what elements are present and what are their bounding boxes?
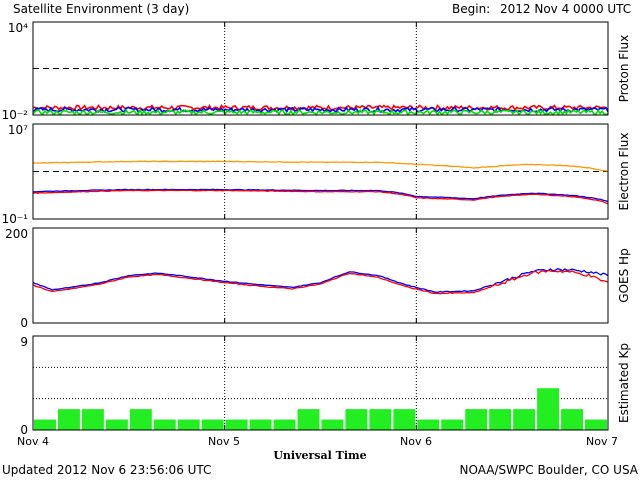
panel-frame — [32, 123, 609, 220]
kp-bar — [273, 419, 296, 430]
panels-group: 10⁴ 10⁻² Proton Flux 10⁷ 10⁻¹ Electron Flux 20… — [2, 21, 631, 437]
series-line-red — [32, 189, 609, 205]
kp-bar — [81, 409, 104, 430]
kp-bar — [537, 388, 560, 430]
panel-frame — [32, 227, 609, 324]
kp-bar — [321, 419, 344, 430]
panel-frame — [32, 21, 609, 116]
kp-bar — [34, 419, 56, 430]
y-tick-label: 10⁴ — [8, 21, 28, 35]
kp-bar — [369, 409, 392, 430]
credit-text: NOAA/SWPC Boulder, CO USA — [460, 463, 639, 477]
kp-bar — [177, 419, 200, 430]
kp-bar — [105, 419, 128, 430]
panel-ylabel: Electron Flux — [617, 133, 631, 211]
panel-ylabel: GOES Hp — [617, 248, 631, 302]
series-line-red — [32, 269, 609, 295]
kp-bar — [561, 409, 584, 430]
y-tick-label: 0 — [20, 316, 28, 330]
series-line-blue — [32, 105, 609, 114]
y-tick-label: 10⁻¹ — [2, 212, 29, 226]
x-tick-label: Nov 5 — [208, 435, 240, 448]
kp-bar — [441, 419, 464, 430]
kp-bar — [297, 409, 320, 430]
kp-bar — [153, 419, 176, 430]
kp-bar — [393, 409, 416, 430]
begin-label: Begin: — [452, 2, 490, 16]
y-tick-label: 10⁷ — [8, 123, 28, 137]
panel-frame — [32, 335, 609, 431]
kp-bar — [225, 419, 248, 430]
x-tick-label: Nov 6 — [400, 435, 432, 448]
panel-ylabel: Proton Flux — [617, 35, 631, 102]
panel-ylabel: Estimated Kp — [617, 343, 631, 423]
begin-value: 2012 Nov 4 0000 UTC — [500, 2, 631, 16]
y-tick-label: 10⁻² — [2, 108, 29, 122]
y-tick-label: 0 — [20, 423, 28, 437]
kp-bar — [585, 419, 607, 430]
series-line-green — [32, 108, 609, 117]
y-tick-label: 9 — [20, 335, 28, 349]
kp-bar — [465, 409, 488, 430]
updated-timestamp: Updated 2012 Nov 6 23:56:06 UTC — [2, 463, 211, 477]
x-tick-label: Nov 7 — [586, 435, 618, 448]
series-line-blue — [32, 267, 609, 293]
y-tick-label: 200 — [5, 227, 28, 241]
kp-bar — [249, 419, 272, 430]
series-line-orange — [33, 160, 609, 173]
chart-title: Satellite Environment (3 day) — [13, 2, 189, 16]
kp-bar — [129, 409, 152, 430]
kp-bar — [57, 409, 80, 430]
kp-bar — [345, 409, 368, 430]
kp-bar — [513, 409, 536, 430]
kp-bar — [489, 409, 512, 430]
kp-bar — [201, 419, 224, 430]
kp-bar — [417, 419, 440, 430]
x-tick-label: Nov 4 — [17, 435, 49, 448]
x-axis-title: Universal Time — [273, 449, 366, 462]
